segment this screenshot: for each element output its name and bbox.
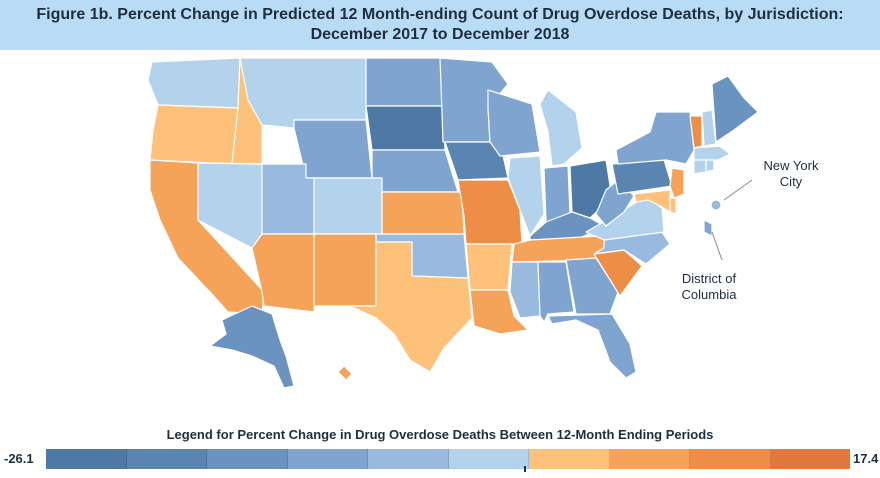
state-ar bbox=[465, 243, 513, 291]
nyc-leader-line bbox=[723, 179, 753, 201]
legend-max-label: 17.4 bbox=[853, 451, 879, 466]
state-mi bbox=[539, 89, 583, 167]
state-nm bbox=[313, 233, 377, 307]
state-md bbox=[633, 189, 671, 213]
state-wi bbox=[487, 89, 541, 157]
figure-title: Figure 1b. Percent Change in Predicted 1… bbox=[0, 0, 880, 50]
state-mt bbox=[239, 57, 367, 129]
nyc-annotation: New York City bbox=[763, 158, 819, 189]
legend-color-bar bbox=[46, 449, 850, 469]
figure-title-line2: December 2017 to December 2018 bbox=[310, 26, 570, 43]
state-fl bbox=[547, 313, 637, 379]
legend-bin-5 bbox=[448, 449, 529, 469]
state-pa bbox=[611, 159, 673, 195]
state-co bbox=[313, 177, 383, 235]
legend-zero-tick bbox=[524, 466, 526, 472]
dc-leader-line bbox=[711, 231, 723, 261]
state-nc bbox=[593, 231, 671, 265]
state-tx bbox=[349, 241, 473, 373]
jurisdiction-nyc bbox=[710, 199, 722, 211]
legend-bin-4 bbox=[368, 449, 449, 469]
legend-bin-0 bbox=[46, 449, 127, 469]
state-ak bbox=[209, 305, 295, 389]
state-ms bbox=[509, 261, 541, 319]
legend-bin-7 bbox=[609, 449, 690, 469]
legend-title: Legend for Percent Change in Drug Overdo… bbox=[166, 427, 714, 442]
dc-annotation: District of Columbia bbox=[681, 271, 737, 302]
state-hi bbox=[337, 365, 353, 381]
state-ut bbox=[261, 163, 315, 235]
state-ct bbox=[693, 159, 707, 175]
state-nd bbox=[365, 57, 444, 107]
state-or bbox=[149, 104, 239, 165]
legend-min-label: -26.1 bbox=[4, 451, 34, 466]
state-ma bbox=[693, 145, 731, 161]
state-me bbox=[711, 75, 759, 143]
state-ny bbox=[615, 111, 695, 165]
state-vt bbox=[689, 115, 703, 149]
state-nh bbox=[701, 109, 717, 147]
state-wa bbox=[147, 57, 241, 109]
state-ri bbox=[705, 159, 715, 173]
legend-bin-6 bbox=[529, 449, 610, 469]
legend-bin-9 bbox=[770, 449, 850, 469]
figure-title-line1: Figure 1b. Percent Change in Predicted 1… bbox=[36, 6, 844, 23]
state-ne bbox=[371, 149, 459, 193]
jurisdiction-dc bbox=[703, 219, 713, 237]
state-la bbox=[469, 289, 529, 335]
legend-bin-3 bbox=[287, 449, 368, 469]
state-ks bbox=[381, 191, 465, 235]
us-jurisdiction-map bbox=[147, 57, 759, 389]
state-in bbox=[543, 165, 571, 223]
state-sd bbox=[365, 105, 446, 151]
legend-bin-8 bbox=[690, 449, 771, 469]
state-nj bbox=[669, 167, 685, 199]
state-de bbox=[669, 197, 677, 215]
legend-bin-2 bbox=[207, 449, 288, 469]
legend-bin-1 bbox=[126, 449, 207, 469]
